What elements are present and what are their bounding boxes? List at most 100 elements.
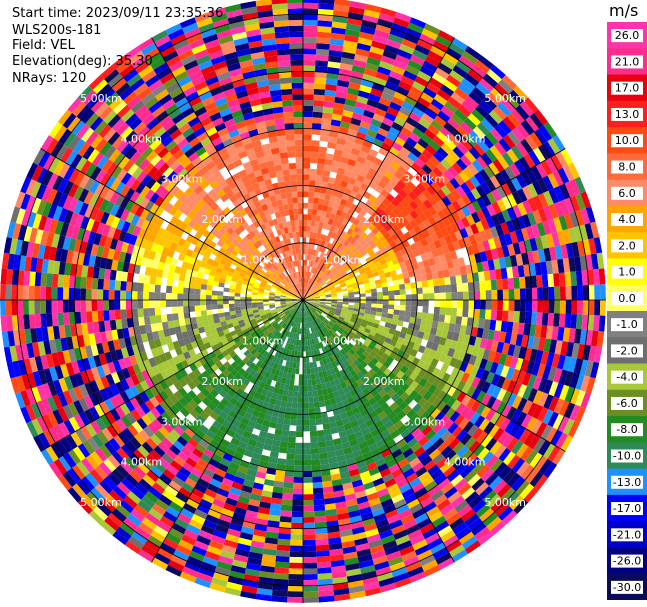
range-gate [372,322,380,329]
range-gate [409,348,418,358]
range-gate [308,301,315,304]
range-gate [450,307,458,317]
range-gate [128,453,142,466]
range-gate [360,224,369,233]
range-gate [448,150,461,163]
range-gate [254,335,261,343]
range-gate [325,304,331,308]
range-gate [237,441,248,450]
range-gate [557,354,566,370]
range-gate [339,62,353,71]
range-gate [48,461,63,479]
range-gate [185,248,194,257]
range-gate [0,315,8,332]
range-gate [314,521,327,529]
range-gate [353,334,361,341]
range-gate [208,339,217,347]
range-gate [153,338,162,348]
range-gate [294,448,303,455]
range-gate [289,355,295,363]
range-gate [11,314,19,331]
range-gate [338,185,347,194]
range-gate [440,404,452,416]
range-gate [272,439,281,447]
range-gate [454,359,464,370]
range-gate [547,138,561,155]
range-gate [303,174,310,181]
range-gate [291,297,298,300]
range-gate [288,430,297,438]
range-gate [288,332,293,339]
range-gate [162,422,174,434]
range-gate [391,384,401,393]
range-gate [258,308,265,312]
range-gate [272,329,278,336]
range-gate [371,300,378,304]
range-gate [359,325,366,332]
range-gate [520,446,534,462]
range-gate [476,464,490,478]
range-gate [335,308,342,313]
range-gate [318,395,325,402]
range-gate [361,164,371,173]
range-gate [418,368,427,378]
range-gate [492,479,507,495]
range-gate [104,236,113,249]
range-gate [446,203,457,215]
range-gate [430,45,446,58]
range-gate [236,316,244,322]
range-gate [407,322,415,330]
range-gate [85,300,92,312]
range-gate [222,384,232,394]
range-gate [282,389,289,396]
range-gate [340,230,347,238]
range-gate [569,195,581,212]
range-gate [353,225,361,234]
range-gate [113,434,126,448]
range-gate [449,339,458,350]
range-gate [367,361,376,369]
range-gate [200,524,215,535]
range-gate [137,461,150,475]
range-gate [515,333,524,347]
range-gate [36,183,48,200]
range-gate [62,349,72,364]
range-gate [413,365,422,375]
range-gate [425,340,434,350]
range-gate [161,437,173,449]
range-gate [359,305,366,310]
range-gate [336,454,346,463]
range-gate [417,70,432,83]
range-gate [426,272,433,281]
range-gate [399,146,411,157]
range-gate [483,421,495,435]
range-gate [315,337,320,344]
range-gate [262,419,271,428]
range-gate [279,382,286,390]
range-gate [126,365,136,377]
range-gate [598,268,606,285]
range-gate [166,278,174,287]
range-gate [557,258,565,274]
range-gate [587,314,595,331]
range-gate [178,273,186,282]
range-gate [460,154,472,167]
range-gate [392,184,403,194]
range-gate [400,428,411,439]
range-gate [574,176,586,194]
range-gate [316,309,323,314]
range-gate [287,343,292,350]
range-gate [254,344,261,351]
range-gate [491,188,502,202]
range-gate [515,142,529,157]
range-gate [212,313,220,320]
range-gate [325,223,332,231]
range-gate [320,321,326,327]
range-gate [467,282,475,292]
range-gate [253,325,260,332]
range-gate [376,193,386,203]
range-gate [281,290,288,294]
range-gate [489,458,503,473]
range-gate [455,158,468,171]
range-gate [245,374,254,382]
